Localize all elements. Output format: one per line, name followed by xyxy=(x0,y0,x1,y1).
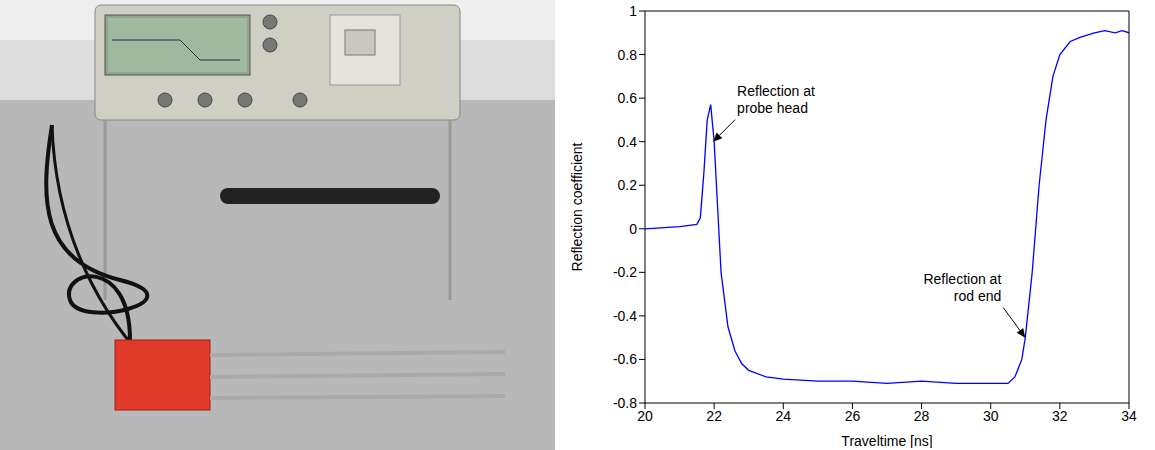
svg-text:rod end: rod end xyxy=(954,288,1001,304)
svg-text:1: 1 xyxy=(629,3,637,19)
svg-text:-0.8: -0.8 xyxy=(613,395,637,411)
svg-text:0: 0 xyxy=(629,221,637,237)
svg-text:28: 28 xyxy=(914,408,930,424)
svg-text:Reflection at: Reflection at xyxy=(737,83,815,99)
svg-text:0.2: 0.2 xyxy=(618,177,638,193)
svg-text:Reflection coefficient: Reflection coefficient xyxy=(569,142,585,271)
svg-text:30: 30 xyxy=(983,408,999,424)
svg-text:0.6: 0.6 xyxy=(618,90,638,106)
svg-text:Traveltime [ns]: Traveltime [ns] xyxy=(841,433,932,448)
svg-text:Reflection at: Reflection at xyxy=(923,271,1001,287)
svg-text:0.8: 0.8 xyxy=(618,47,638,63)
svg-text:0.4: 0.4 xyxy=(618,134,638,150)
svg-text:-0.2: -0.2 xyxy=(613,264,637,280)
svg-text:34: 34 xyxy=(1121,408,1137,424)
svg-text:26: 26 xyxy=(845,408,861,424)
svg-text:-0.6: -0.6 xyxy=(613,351,637,367)
svg-text:22: 22 xyxy=(706,408,722,424)
svg-text:24: 24 xyxy=(775,408,791,424)
svg-text:32: 32 xyxy=(1052,408,1068,424)
svg-text:probe head: probe head xyxy=(737,100,808,116)
svg-text:-0.4: -0.4 xyxy=(613,308,637,324)
svg-text:20: 20 xyxy=(637,408,653,424)
